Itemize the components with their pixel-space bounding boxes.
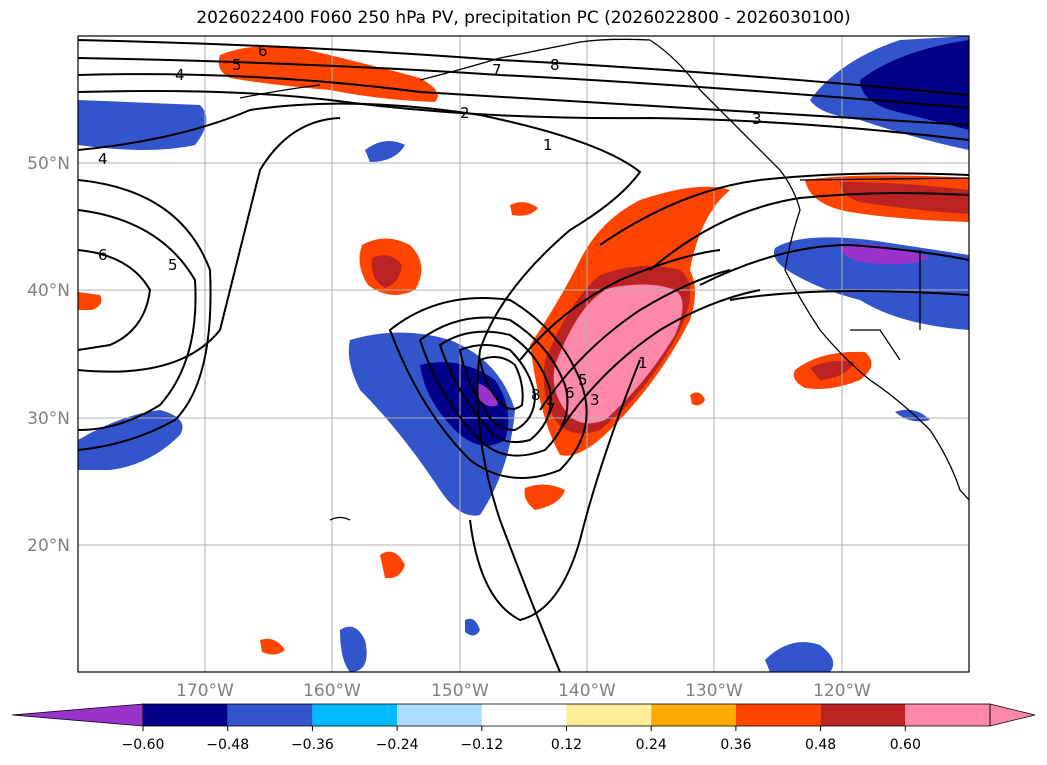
colorbar-frame	[142, 703, 991, 727]
neg-blob-s2	[340, 626, 367, 672]
map-frame	[77, 35, 970, 673]
neg-blob-ne-core	[860, 40, 969, 130]
colorbar-arrow-right	[989, 703, 1036, 727]
contour-label: 4	[98, 150, 108, 168]
pos-blob-main-pink	[553, 284, 683, 424]
neg-blob-small	[365, 141, 405, 162]
colorbar-arrow-left	[11, 703, 144, 727]
neg-blob-small3	[895, 409, 930, 422]
contour-label: 2	[460, 104, 470, 122]
lat-label: 40°N	[27, 281, 70, 301]
pos-blob-small4	[78, 292, 102, 310]
contour-label: 7	[546, 400, 556, 418]
contour-label: 3	[590, 391, 600, 409]
contour-label: 1	[638, 354, 648, 372]
lon-label: 160°W	[303, 681, 361, 700]
colorbar-segment	[651, 704, 736, 726]
colorbar-tick-label: −0.60	[122, 737, 165, 753]
lat-label: 50°N	[27, 154, 70, 174]
contour-label: 4	[175, 66, 185, 84]
colorbar-segment	[312, 704, 398, 726]
lon-label: 120°W	[813, 681, 871, 700]
neg-blob-ca-core	[840, 243, 930, 265]
colorbar-tick-label: 0.12	[551, 737, 582, 753]
contour-label: 8	[550, 56, 560, 74]
pv-contours	[78, 39, 969, 672]
colorbar-segment	[566, 704, 652, 726]
lat-labels: 50°N 40°N 30°N 20°N	[27, 154, 70, 556]
contour-label: 7	[492, 61, 502, 79]
map-title: 2026022400 F060 250 hPa PV, precipitatio…	[196, 8, 851, 28]
contour-label: 6	[258, 42, 268, 60]
neg-blob-nw	[78, 100, 207, 150]
colorbar-tick-label: 0.36	[720, 737, 751, 753]
colorbar-segment	[820, 704, 906, 726]
lat-label: 20°N	[27, 536, 70, 556]
colorbar-segment	[905, 704, 990, 726]
contour-label: 3	[752, 110, 762, 128]
colorbar-tick-label: 0.48	[805, 737, 836, 753]
contour-label: 5	[168, 256, 178, 274]
colorbar-segment	[143, 704, 228, 726]
contour-label: 6	[98, 246, 108, 264]
lon-labels: 170°W 160°W 150°W 140°W 130°W 120°W	[176, 681, 871, 700]
colorbar-tick-label: −0.48	[206, 737, 249, 753]
pos-blob-small3	[380, 551, 405, 579]
lon-label: 140°W	[558, 681, 616, 700]
pos-blob-mid-dark	[371, 255, 402, 288]
lon-label: 130°W	[685, 681, 743, 700]
pos-blob-small6	[690, 392, 705, 406]
colorbar-segment	[481, 704, 567, 726]
precip-shading	[78, 36, 969, 672]
neg-blob-central-inner	[478, 383, 498, 407]
pos-blob-small	[524, 484, 565, 510]
colorbar-tick-label: 0.60	[890, 737, 921, 753]
lon-label: 170°W	[176, 681, 234, 700]
neg-blob-small2	[465, 618, 480, 636]
contour-label: 6	[565, 384, 575, 402]
colorbar-segment	[735, 704, 821, 726]
contour-labels: 6 5 4 7 8 2 1 3 4 6 5 8 7 6 5 3 1	[98, 42, 762, 418]
pos-blob-small5	[260, 638, 285, 655]
pos-blob-small2	[510, 202, 538, 216]
coastlines	[239, 38, 969, 521]
colorbar-tick-label: −0.12	[460, 737, 503, 753]
colorbar-segment	[227, 704, 313, 726]
colorbar-segment	[397, 704, 482, 726]
lon-label: 150°W	[431, 681, 489, 700]
colorbar-segments	[11, 703, 1036, 727]
neg-blob-s	[765, 642, 834, 672]
colorbar-ticks: −0.60 −0.48 −0.36 −0.24 −0.12 0.12 0.24 0.36 0.4…	[122, 726, 921, 753]
pos-blob-e-dark	[810, 360, 855, 380]
colorbar-tick-label: −0.36	[291, 737, 334, 753]
lat-label: 30°N	[27, 409, 70, 429]
contour-label: 5	[578, 371, 588, 389]
map-canvas: 6 5 4 7 8 2 1 3 4 6 5 8 7 6 5 3 1 50°N 4…	[27, 35, 970, 700]
colorbar-tick-label: −0.24	[376, 737, 419, 753]
contour-label: 5	[232, 56, 242, 74]
pos-blob-ne-dark	[840, 182, 969, 214]
contour-label: 8	[531, 386, 541, 404]
contour-label: 1	[543, 136, 553, 154]
colorbar-tick-label: 0.24	[636, 737, 667, 753]
